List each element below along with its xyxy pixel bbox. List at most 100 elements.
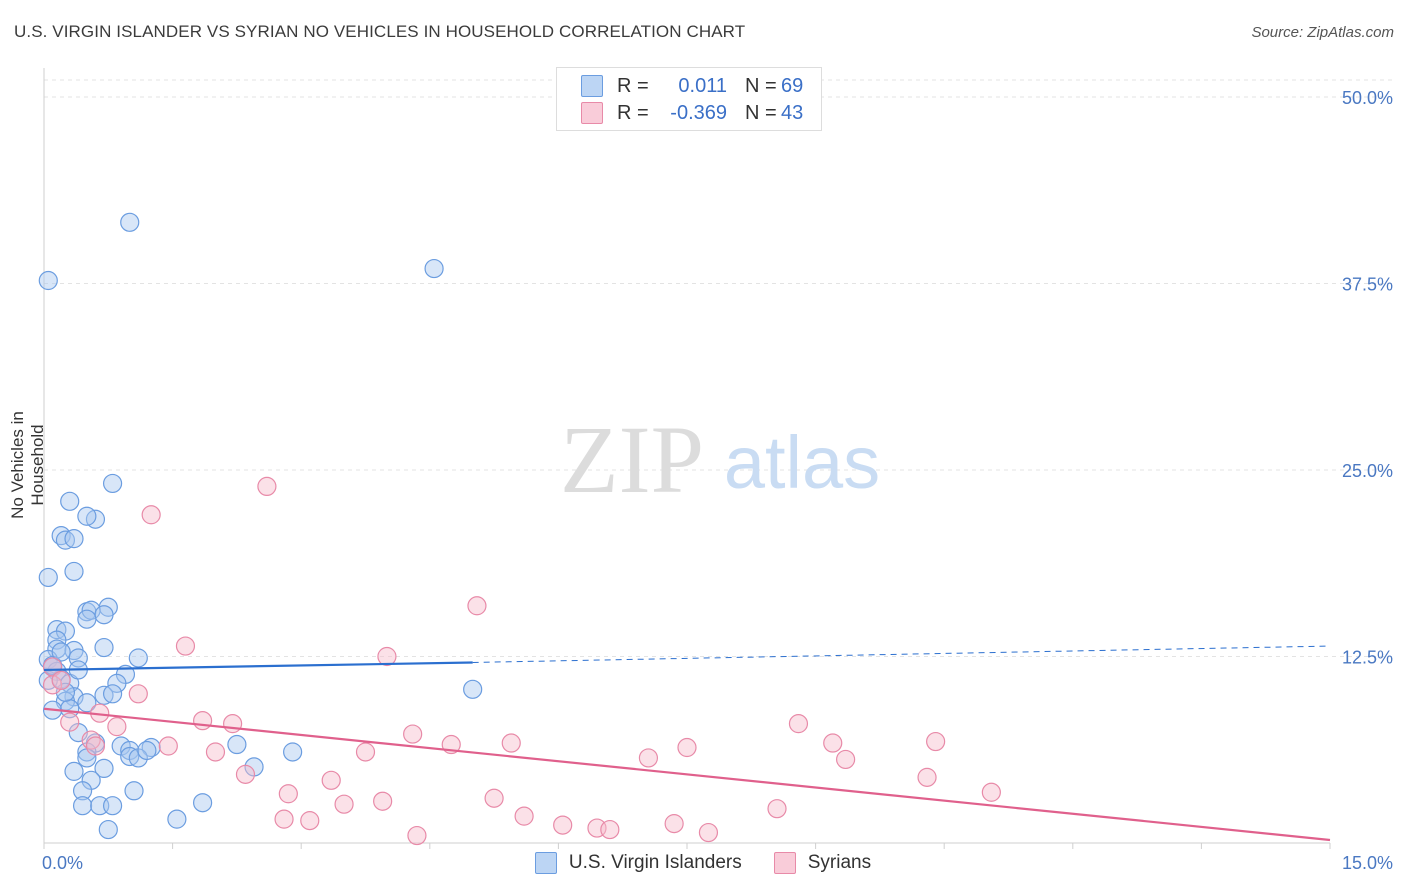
syrians-point	[677, 737, 697, 758]
syrians-point	[51, 670, 71, 690]
virgin-islanders-point	[193, 793, 213, 813]
virgin-islanders-point	[107, 673, 127, 693]
virgin-islanders-point	[64, 761, 84, 781]
watermark-zip: ZIP	[560, 406, 704, 513]
chart-title: U.S. VIRGIN ISLANDER VS SYRIAN NO VEHICL…	[14, 22, 746, 41]
syrians-point	[355, 742, 376, 762]
virgin-islanders-point	[102, 796, 123, 816]
syrians-point	[514, 806, 534, 826]
virgin-islanders-point	[77, 693, 97, 713]
virgin-islanders-point	[77, 609, 97, 629]
y-tick-label-0: 12.5%	[1342, 648, 1393, 668]
syrians-point	[257, 476, 277, 497]
series-virgin-islanders-points	[38, 212, 483, 840]
syrians-point	[205, 742, 226, 762]
virgin-islanders-point	[81, 600, 101, 620]
y-tick-label-1: 25.0%	[1342, 461, 1393, 481]
syrians-point	[85, 736, 106, 756]
virgin-islanders-point	[64, 561, 84, 582]
virgin-islanders-point	[124, 781, 144, 801]
source-label: Source: ZipAtlas.com	[1251, 24, 1394, 41]
syrians-point	[274, 809, 294, 829]
legend-n-value: 43	[781, 101, 804, 124]
trend-line-syrians	[43, 707, 1331, 842]
virgin-islanders-point	[463, 679, 483, 699]
syrians-point	[235, 764, 256, 784]
gridlines	[44, 79, 1394, 657]
syrians-point	[981, 782, 1001, 802]
legend-n-label: N =	[745, 74, 777, 97]
legend-label-syrians: Syrians	[807, 852, 872, 873]
legend-r-value: 0.011	[678, 74, 727, 97]
virgin-islanders-point	[94, 758, 114, 779]
syrians-point	[501, 733, 521, 753]
virgin-islanders-point	[94, 637, 114, 658]
syrians-point	[42, 675, 63, 695]
virgin-islanders-point	[60, 491, 80, 511]
syrians-point	[300, 811, 320, 831]
y-tick-label-3: 50.0%	[1342, 88, 1393, 108]
syrians-point	[664, 814, 684, 834]
legend-swatch-pink	[581, 102, 603, 124]
syrians-point	[823, 733, 843, 753]
virgin-islanders-point	[102, 684, 123, 704]
syrians-point	[638, 748, 659, 768]
y-tick-label-2: 37.5%	[1342, 275, 1393, 295]
syrians-point	[407, 825, 427, 846]
syrians-point	[698, 822, 719, 843]
syrians-point	[223, 714, 243, 734]
syrians-point	[788, 714, 809, 734]
syrians-point	[467, 596, 487, 616]
virgin-islanders-point	[94, 605, 114, 625]
legend-swatch-blue	[534, 852, 557, 874]
virgin-islanders-point	[137, 740, 157, 761]
virgin-islanders-point	[227, 734, 247, 755]
syrians-point	[403, 724, 423, 744]
syrians-point	[128, 684, 148, 704]
syrians-point	[60, 712, 80, 732]
virgin-islanders-point	[38, 567, 58, 588]
syrians-point	[175, 636, 196, 656]
syrians-point	[836, 749, 856, 770]
syrians-point	[767, 799, 787, 819]
legend-r-label: R =	[617, 74, 649, 97]
syrians-point	[141, 505, 161, 525]
syrians-point	[334, 794, 354, 814]
series-legend: U.S. Virgin Islanders Syrians	[0, 852, 1406, 874]
trend-line-virgin-islanders	[43, 661, 473, 672]
syrians-point	[278, 784, 298, 804]
legend-item-syrians: Syrians	[773, 852, 872, 874]
x-tick-label-min: 0.0%	[42, 853, 83, 873]
tick-labels: 12.5% 25.0% 37.5% 50.0% 0.0% 15.0%	[42, 88, 1393, 873]
virgin-islanders-point	[283, 742, 303, 762]
series-syrians-points	[42, 476, 1001, 846]
syrians-point	[926, 731, 946, 752]
virgin-islanders-point	[64, 529, 84, 549]
virgin-islanders-point	[38, 270, 58, 291]
virgin-islanders-point	[102, 473, 123, 494]
virgin-islanders-point	[128, 648, 148, 668]
syrians-point	[553, 815, 573, 835]
syrians-point	[107, 717, 127, 737]
legend-n-value: 69	[781, 74, 804, 97]
syrians-point	[321, 770, 341, 790]
syrians-point	[193, 711, 213, 731]
syrians-point	[158, 736, 178, 756]
legend-row-virgin-islanders: R = 0.011 N = 69	[581, 73, 803, 99]
virgin-islanders-point	[120, 212, 140, 232]
legend-swatch-blue	[581, 75, 603, 97]
virgin-islanders-point	[72, 796, 93, 816]
legend-label-virgin-islanders: U.S. Virgin Islanders	[568, 852, 742, 873]
x-tick-label-max: 15.0%	[1342, 853, 1393, 873]
legend-swatch-pink	[773, 852, 796, 874]
legend-n-label: N =	[745, 101, 777, 124]
virgin-islanders-point	[424, 258, 444, 279]
virgin-islanders-point	[167, 809, 187, 829]
syrians-point	[917, 767, 937, 787]
correlation-legend: R = 0.011 N = 69 R = -0.369 N = 43	[556, 67, 822, 131]
syrians-point	[600, 819, 620, 840]
syrians-point	[373, 791, 393, 811]
trend-lines	[43, 645, 1331, 842]
watermark-atlas: atlas	[724, 421, 880, 504]
